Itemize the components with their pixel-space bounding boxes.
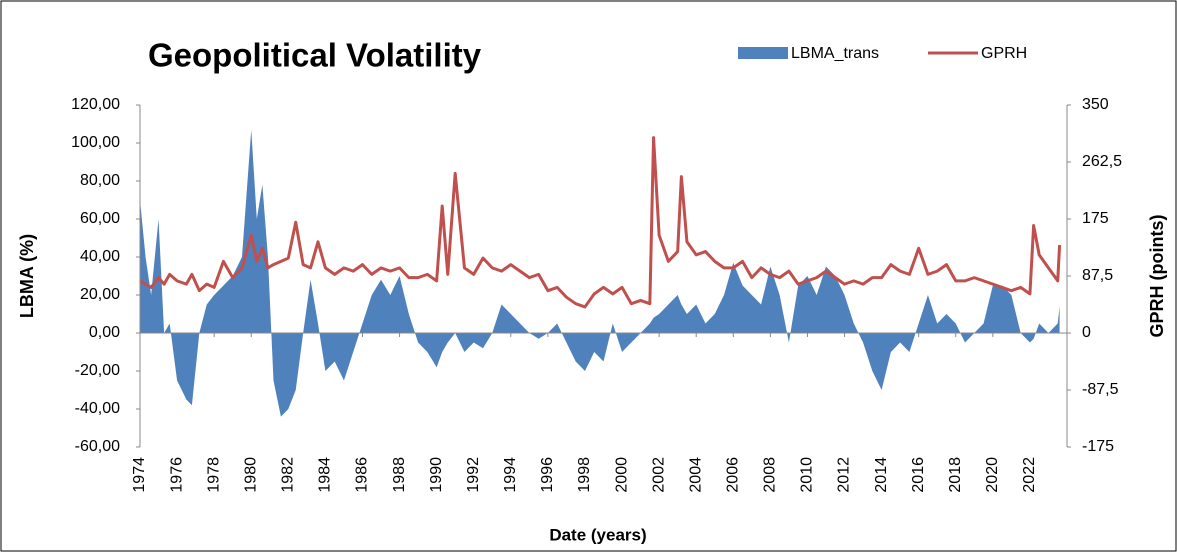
y-tick-label: 20,00: [80, 286, 120, 303]
y2-tick-label: 175: [1082, 210, 1109, 227]
y-tick-label: 0,00: [89, 324, 120, 341]
y2-tick-label: 350: [1082, 96, 1109, 113]
y-tick-label: 120,00: [71, 96, 120, 113]
y2-tick-label: -87,5: [1082, 381, 1119, 398]
y2-tick-label: 87,5: [1082, 267, 1113, 284]
legend-swatch: [738, 47, 788, 59]
x-tick-label: 1980: [242, 457, 259, 493]
x-tick-label: 1976: [168, 457, 185, 493]
y-tick-label: -40,00: [75, 400, 120, 417]
x-tick-label: 1992: [465, 457, 482, 493]
x-tick-label: 2018: [947, 457, 964, 493]
x-tick-label: 2004: [687, 457, 704, 493]
x-tick-label: 2008: [762, 457, 779, 493]
x-tick-label: 1974: [131, 457, 148, 493]
y-tick-label: -60,00: [75, 438, 120, 455]
x-tick-label: 2012: [836, 457, 853, 493]
y2-axis-title: GPRH (points): [1147, 215, 1167, 338]
x-tick-label: 2020: [984, 457, 1001, 493]
legend-label: LBMA_trans: [791, 45, 879, 62]
x-tick-label: 2014: [873, 457, 890, 493]
x-tick-label: 1986: [354, 457, 371, 493]
x-tick-label: 2022: [1021, 457, 1038, 493]
y-tick-label: 80,00: [80, 172, 120, 189]
x-tick-label: 1982: [280, 457, 297, 493]
y-tick-label: -20,00: [75, 362, 120, 379]
legend-label: GPRH: [981, 45, 1027, 62]
x-tick-label: 2016: [910, 457, 927, 493]
x-tick-label: 1978: [205, 457, 222, 493]
x-tick-label: 1984: [317, 457, 334, 493]
x-tick-label: 1994: [502, 457, 519, 493]
x-tick-label: 1990: [428, 457, 445, 493]
x-tick-label: 2000: [613, 457, 630, 493]
y-axis-title: LBMA (%): [17, 234, 37, 318]
x-tick-label: 2006: [724, 457, 741, 493]
y2-tick-label: -175: [1082, 438, 1114, 455]
y2-tick-label: 0: [1082, 324, 1091, 341]
x-axis-title: Date (years): [549, 525, 646, 544]
x-tick-label: 2010: [799, 457, 816, 493]
chart-title: Geopolitical Volatility: [148, 37, 482, 74]
y-tick-label: 40,00: [80, 248, 120, 265]
y-tick-label: 100,00: [71, 134, 120, 151]
line: [139, 136, 1062, 309]
y2-tick-label: 262,5: [1082, 153, 1122, 170]
x-tick-label: 2002: [650, 457, 667, 493]
y-tick-label: 60,00: [80, 210, 120, 227]
x-tick-label: 1996: [539, 457, 556, 493]
x-tick-label: 1998: [576, 457, 593, 493]
x-tick-label: 1988: [391, 457, 408, 493]
